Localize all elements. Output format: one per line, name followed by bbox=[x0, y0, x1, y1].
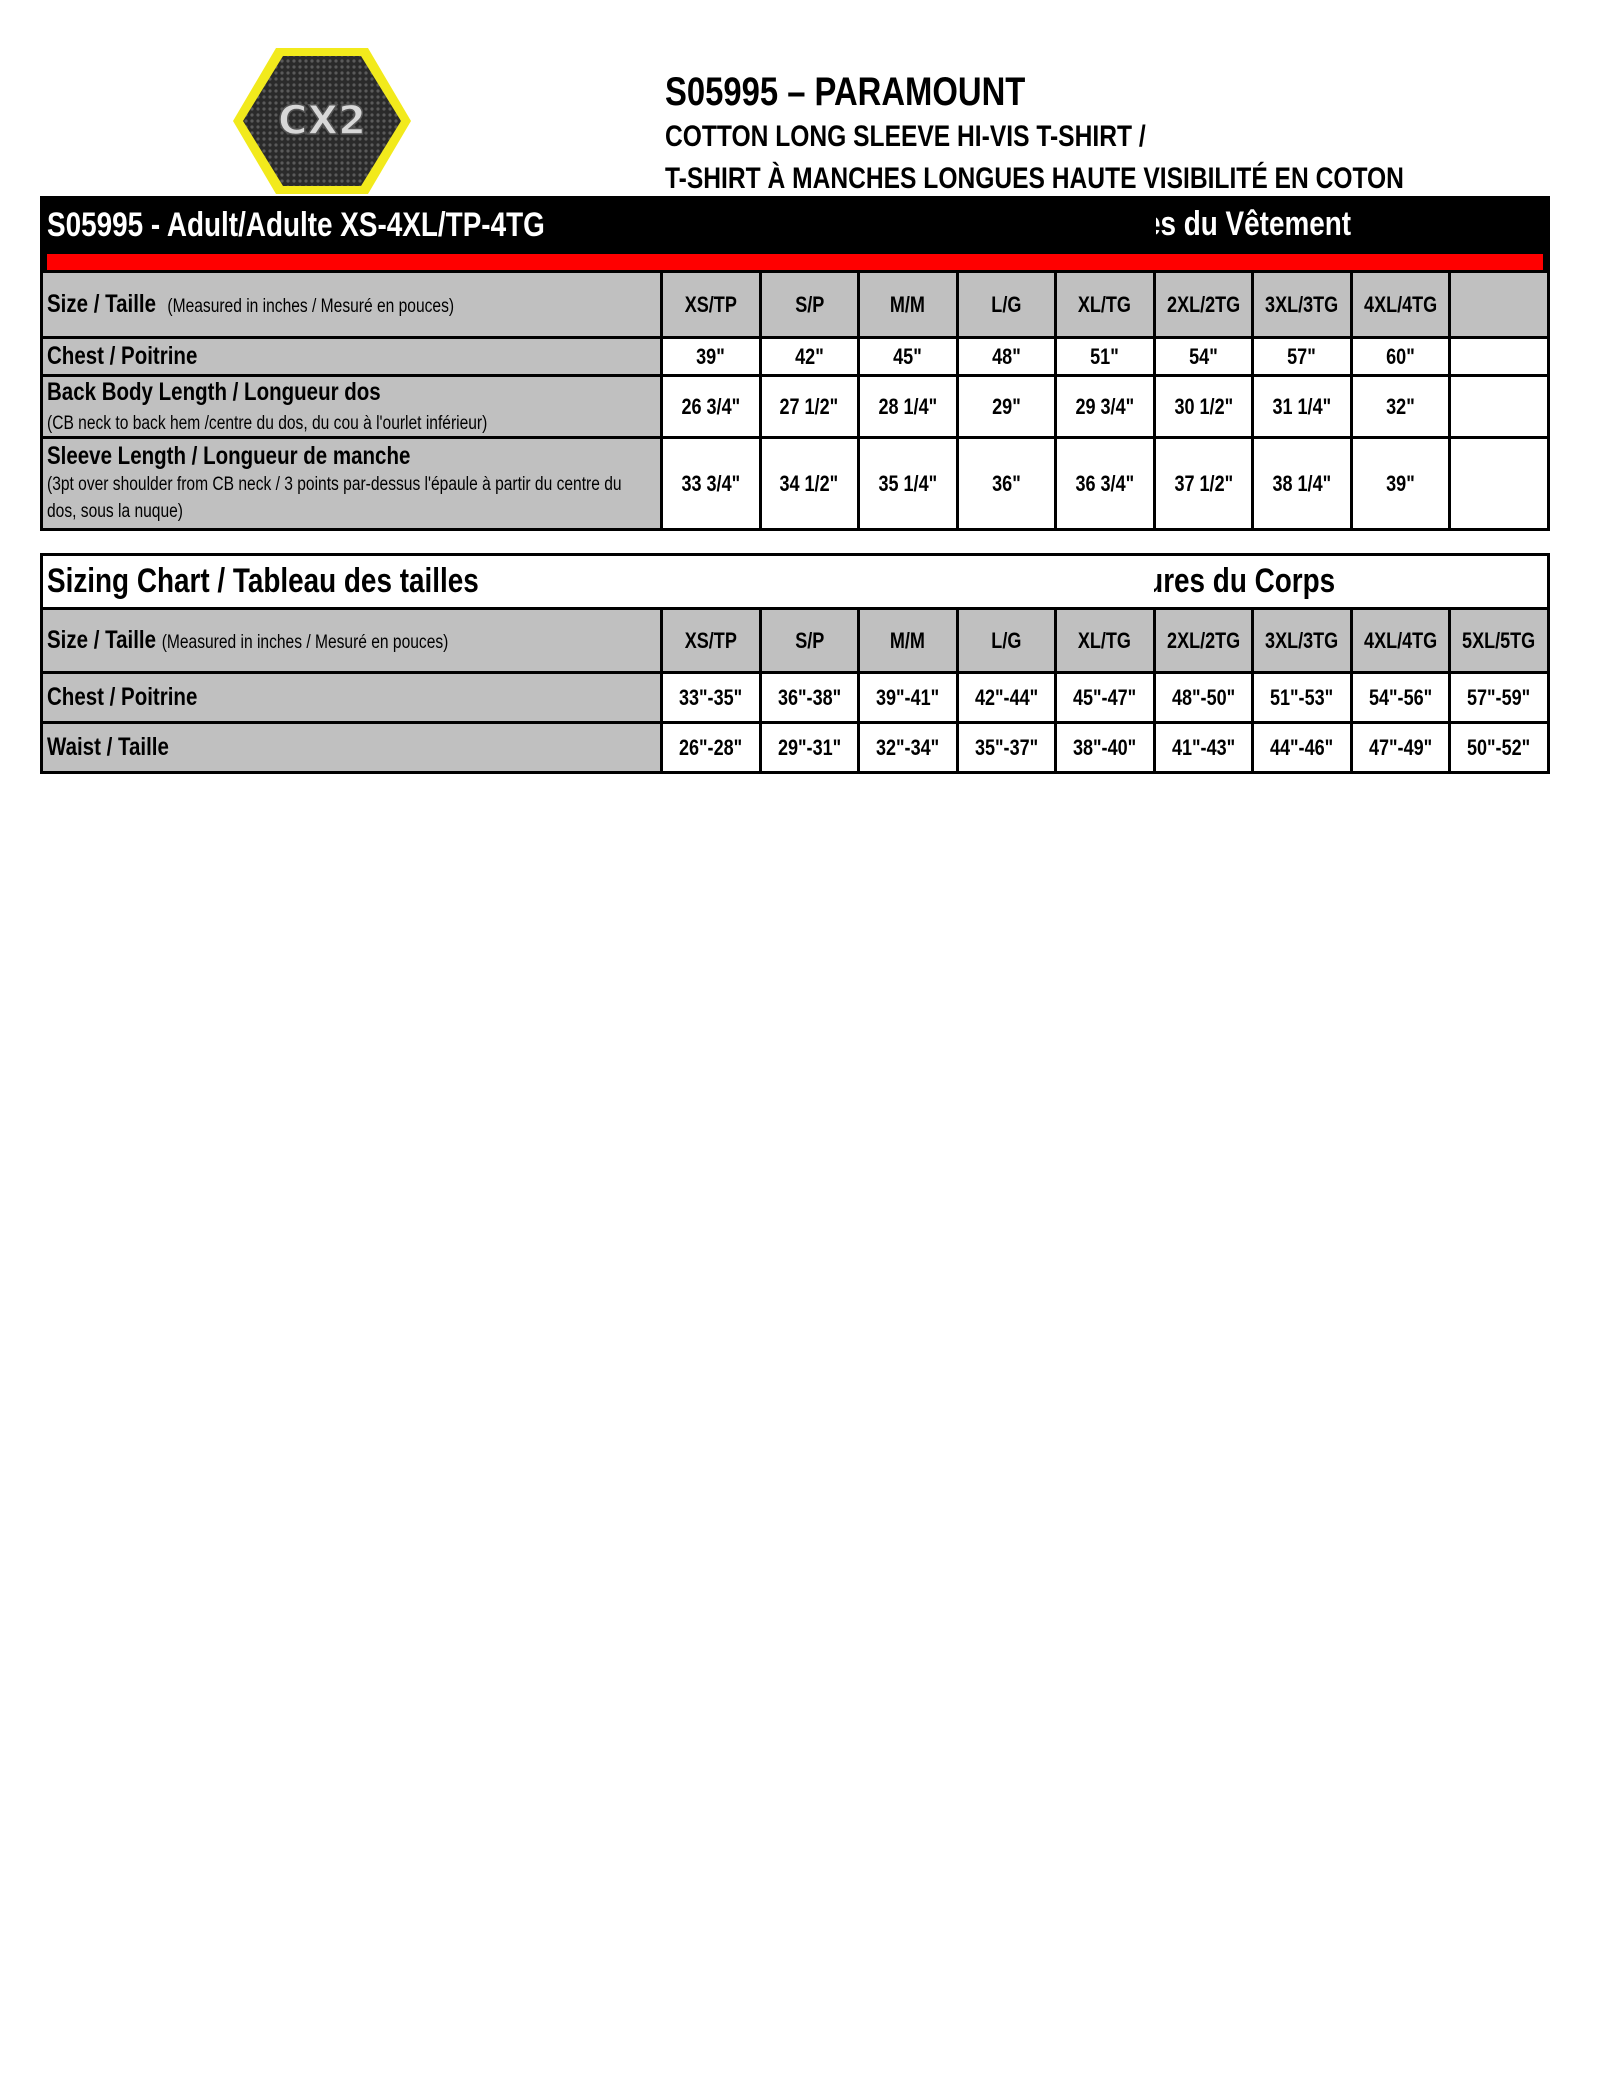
cell: 54"-56" bbox=[1349, 671, 1452, 724]
cell: 45" bbox=[857, 336, 959, 377]
table-row: Waist / Taille 26"-28" 29"-31" 32"-34" 3… bbox=[40, 721, 1550, 774]
cell: 39"-41" bbox=[857, 671, 959, 724]
cell: 60" bbox=[1349, 336, 1452, 377]
cell: 54" bbox=[1152, 336, 1255, 377]
cell bbox=[1448, 374, 1550, 439]
size-header-row: Size / Taille (Measured in inches / Mesu… bbox=[40, 270, 1550, 339]
product-subtitle-en: COTTON LONG SLEEVE HI-VIS T-SHIRT / bbox=[665, 120, 1146, 153]
product-subtitle-fr: T-SHIRT À MANCHES LONGUES HAUTE VISIBILI… bbox=[665, 162, 1404, 195]
cell: 57" bbox=[1251, 336, 1353, 377]
row-label: Sleeve Length / Longueur de manche (3pt o… bbox=[40, 436, 663, 531]
size-header: M/M bbox=[857, 270, 959, 339]
size-header: 3XL/3TG bbox=[1251, 270, 1353, 339]
row-label: Back Body Length / Longueur dos (CB neck … bbox=[40, 374, 663, 439]
cell: 29"-31" bbox=[758, 721, 860, 774]
cell: 36"-38" bbox=[758, 671, 860, 724]
cell: 35"-37" bbox=[955, 721, 1057, 774]
garment-title-bar: S05995 - Adult/Adulte XS-4XL/TP-4TG Garm… bbox=[40, 196, 1550, 254]
size-header: 2XL/2TG bbox=[1152, 270, 1255, 339]
table-row: Back Body Length / Longueur dos (CB neck … bbox=[40, 374, 1550, 439]
cell bbox=[1448, 436, 1550, 531]
cell: 33"-35" bbox=[660, 671, 762, 724]
garment-left-title: S05995 - Adult/Adulte XS-4XL/TP-4TG bbox=[40, 196, 1156, 254]
size-header: S/P bbox=[758, 607, 860, 674]
row-label: Chest / Poitrine bbox=[40, 336, 663, 377]
cell: 35 1/4" bbox=[857, 436, 959, 531]
cell: 30 1/2" bbox=[1152, 374, 1255, 439]
size-header: XS/TP bbox=[660, 270, 762, 339]
cell: 38 1/4" bbox=[1251, 436, 1353, 531]
body-left-title: Sizing Chart / Tableau des tailles bbox=[40, 553, 1155, 610]
size-header-row: Size / Taille (Measured in inches / Mesu… bbox=[40, 607, 1550, 674]
cell: 29" bbox=[955, 374, 1057, 439]
cell: 26 3/4" bbox=[660, 374, 762, 439]
cell: 45"-47" bbox=[1054, 671, 1156, 724]
cell: 44"-46" bbox=[1251, 721, 1353, 774]
size-label: Size / Taille (Measured in inches / Mesu… bbox=[40, 270, 663, 339]
cell: 36" bbox=[955, 436, 1057, 531]
cell: 31 1/4" bbox=[1251, 374, 1353, 439]
size-header: L/G bbox=[955, 270, 1057, 339]
product-title: S05995 – PARAMOUNT bbox=[665, 70, 1026, 114]
red-stripe bbox=[40, 251, 1550, 273]
cell: 39" bbox=[660, 336, 762, 377]
size-header: 5XL/5TG bbox=[1448, 607, 1550, 674]
cell: 36 3/4" bbox=[1054, 436, 1156, 531]
size-header: M/M bbox=[857, 607, 959, 674]
size-header: S/P bbox=[758, 270, 860, 339]
table-row: Sleeve Length / Longueur de manche (3pt o… bbox=[40, 436, 1550, 531]
body-right-title: Body Measurements / Mesures du Corps bbox=[1154, 553, 1550, 610]
size-header: L/G bbox=[955, 607, 1057, 674]
cell: 48"-50" bbox=[1152, 671, 1255, 724]
size-header: 4XL/4TG bbox=[1349, 270, 1452, 339]
table-row: Chest / Poitrine 33"-35" 36"-38" 39"-41"… bbox=[40, 671, 1550, 724]
row-label: Waist / Taille bbox=[40, 721, 663, 774]
table-row: Chest / Poitrine 39" 42" 45" 48" 51" 54"… bbox=[40, 336, 1550, 377]
cell: 38"-40" bbox=[1054, 721, 1156, 774]
cell: 50"-52" bbox=[1448, 721, 1550, 774]
cell: 26"-28" bbox=[660, 721, 762, 774]
cell: 28 1/4" bbox=[857, 374, 959, 439]
cell: 57"-59" bbox=[1448, 671, 1550, 724]
row-label: Chest / Poitrine bbox=[40, 671, 663, 724]
cell: 27 1/2" bbox=[758, 374, 860, 439]
cell: 42"-44" bbox=[955, 671, 1057, 724]
size-header: 3XL/3TG bbox=[1251, 607, 1353, 674]
cell: 41"-43" bbox=[1152, 721, 1255, 774]
cell: 34 1/2" bbox=[758, 436, 860, 531]
cell: 39" bbox=[1349, 436, 1452, 531]
cell: 32" bbox=[1349, 374, 1452, 439]
cell: 47"-49" bbox=[1349, 721, 1452, 774]
body-measurements-table: Sizing Chart / Tableau des tailles Body … bbox=[40, 553, 1550, 774]
cell: 42" bbox=[758, 336, 860, 377]
cell: 37 1/2" bbox=[1152, 436, 1255, 531]
cell bbox=[1448, 336, 1550, 377]
cell: 32"-34" bbox=[857, 721, 959, 774]
size-label: Size / Taille (Measured in inches / Mesu… bbox=[40, 607, 663, 674]
cell: 51" bbox=[1054, 336, 1156, 377]
size-header: XS/TP bbox=[660, 607, 762, 674]
body-title-row: Sizing Chart / Tableau des tailles Body … bbox=[40, 553, 1550, 610]
size-header: 4XL/4TG bbox=[1349, 607, 1452, 674]
garment-right-title: Garment Measurements / Mesures du Vêteme… bbox=[1152, 196, 1550, 254]
size-header: XL/TG bbox=[1054, 270, 1156, 339]
size-header bbox=[1448, 270, 1550, 339]
cell: 48" bbox=[955, 336, 1057, 377]
size-header: 2XL/2TG bbox=[1152, 607, 1255, 674]
cell: 29 3/4" bbox=[1054, 374, 1156, 439]
svg-text:CX2: CX2 bbox=[278, 98, 366, 144]
cell: 51"-53" bbox=[1251, 671, 1353, 724]
cx2-logo: CX2 bbox=[233, 48, 411, 194]
size-header: XL/TG bbox=[1054, 607, 1156, 674]
cell: 33 3/4" bbox=[660, 436, 762, 531]
garment-measurements-table: S05995 - Adult/Adulte XS-4XL/TP-4TG Garm… bbox=[40, 196, 1550, 531]
